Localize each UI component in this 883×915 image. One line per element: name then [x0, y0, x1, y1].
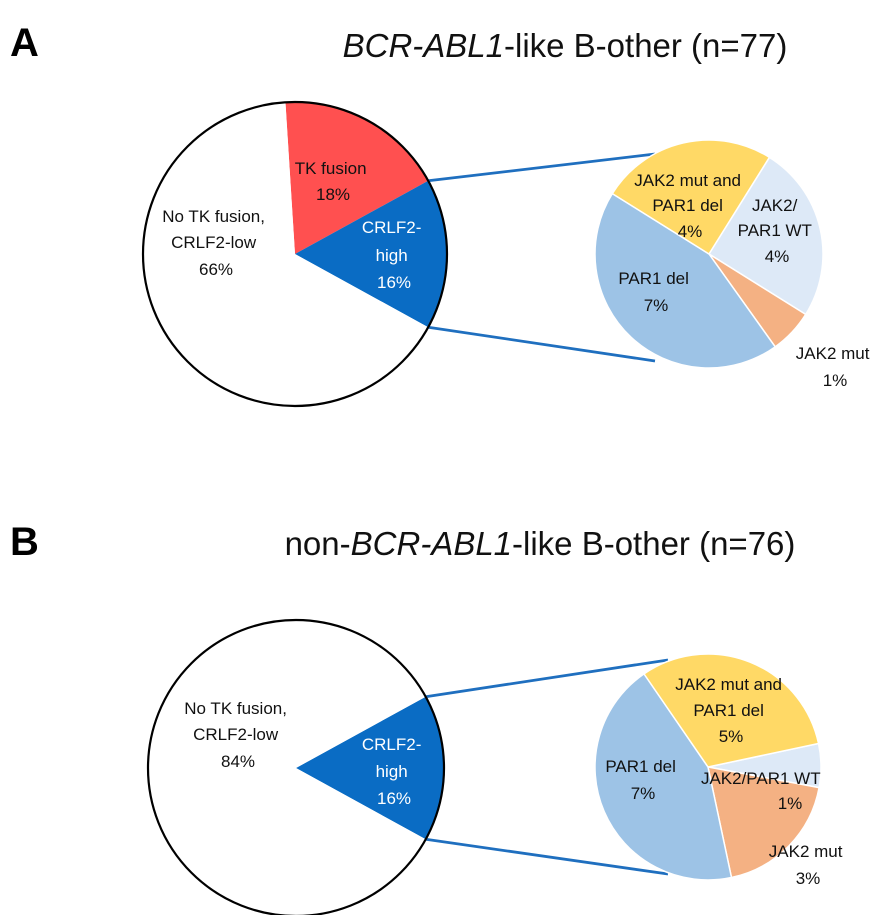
panel-b: B non-BCR-ABL1-like B-other (n=76) CRLF2…: [10, 520, 847, 915]
panel-a-connector-lines: [427, 152, 656, 363]
b-main-slice-crlf2-high: [296, 696, 444, 840]
panel-a: A BCR-ABL1-like B-other (n=77) TK fusion…: [10, 21, 874, 408]
a-sub-slice-jak2-par1-wt: [708, 156, 824, 316]
a-main-slice-tk-fusion: [285, 102, 429, 254]
b-main-slice-no-tk-fusion-crlf2-low: [147, 620, 426, 915]
a-connector-bottom: [427, 325, 656, 363]
panel-a-sub-pie: [594, 139, 824, 369]
b-connector-bottom: [425, 837, 669, 876]
a-sub-label-par1-del: PAR1 del 7%: [618, 269, 693, 315]
panel-a-letter: A: [10, 21, 39, 65]
b-sub-slice-par1-del: [594, 673, 733, 881]
a-label-no-tk-fusion: No TK fusion, CRLF2-low 66%: [162, 207, 269, 279]
b-sub-label-par1-del: PAR1 del 7%: [605, 757, 680, 803]
panel-b-main-labels: CRLF2- high 16% No TK fusion, CRLF2-low …: [184, 699, 426, 808]
b-label-no-tk-fusion: No TK fusion, CRLF2-low 84%: [184, 699, 291, 771]
a-main-slice-no-tk-fusion-crlf2-low: [143, 102, 429, 407]
panel-a-main-pie: [141, 100, 449, 408]
b-sub-label-jak2-mut-and-par1-del: JAK2 mut and PAR1 del 5%: [675, 675, 787, 746]
a-main-slice-crlf2-high: [295, 180, 448, 328]
panel-b-title-italic: BCR-ABL1: [351, 525, 512, 562]
b-sub-label-jak2-par1-wt: JAK2/PAR1 WT 1%: [701, 769, 825, 813]
panel-b-title-prefix: non-: [285, 525, 351, 562]
panel-b-title: non-BCR-ABL1-like B-other (n=76): [285, 525, 796, 562]
b-main-pie-outline: [146, 618, 446, 915]
a-sub-slice-par1-del: [594, 192, 776, 369]
panel-b-letter: B: [10, 520, 39, 564]
panel-a-main-labels: TK fusion 18% CRLF2- high 16% No TK fusi…: [162, 159, 426, 292]
panel-a-sub-labels: JAK2 mut and PAR1 del 4% JAK2/ PAR1 WT 4…: [618, 171, 874, 390]
a-sub-label-jak2-mut-and-par1-del: JAK2 mut and PAR1 del 4%: [634, 171, 746, 241]
panel-a-title: BCR-ABL1-like B-other (n=77): [343, 27, 788, 64]
b-sub-slice-jak2-mut-and-par1-del: [643, 653, 820, 768]
panel-b-main-pie: [146, 618, 446, 915]
panel-b-sub-pie: [594, 653, 822, 881]
a-label-crlf2-high: CRLF2- high 16%: [362, 218, 426, 292]
panel-a-title-suffix: -like B-other (n=77): [504, 27, 787, 64]
panel-a-title-italic: BCR-ABL1: [343, 27, 504, 64]
b-connector-top: [425, 658, 669, 699]
a-sub-label-jak2-mut: JAK2 mut 1%: [796, 344, 874, 390]
panel-b-connector-lines: [425, 658, 669, 876]
a-sub-slice-jak2-mut-and-par1-del: [611, 139, 771, 255]
b-sub-slice-jak2-mut: [707, 766, 820, 879]
a-label-tk-fusion: TK fusion 18%: [295, 159, 372, 204]
a-sub-label-jak2-par1-wt: JAK2/ PAR1 WT 4%: [738, 196, 817, 266]
b-label-crlf2-high: CRLF2- high 16%: [362, 735, 426, 808]
a-main-pie-outline: [141, 100, 449, 408]
b-sub-label-jak2-mut: JAK2 mut 3%: [769, 842, 847, 888]
panel-b-title-suffix: -like B-other (n=76): [512, 525, 795, 562]
panel-b-sub-labels: JAK2 mut and PAR1 del 5% JAK2/PAR1 WT 1%…: [605, 675, 847, 888]
a-connector-top: [428, 152, 656, 183]
